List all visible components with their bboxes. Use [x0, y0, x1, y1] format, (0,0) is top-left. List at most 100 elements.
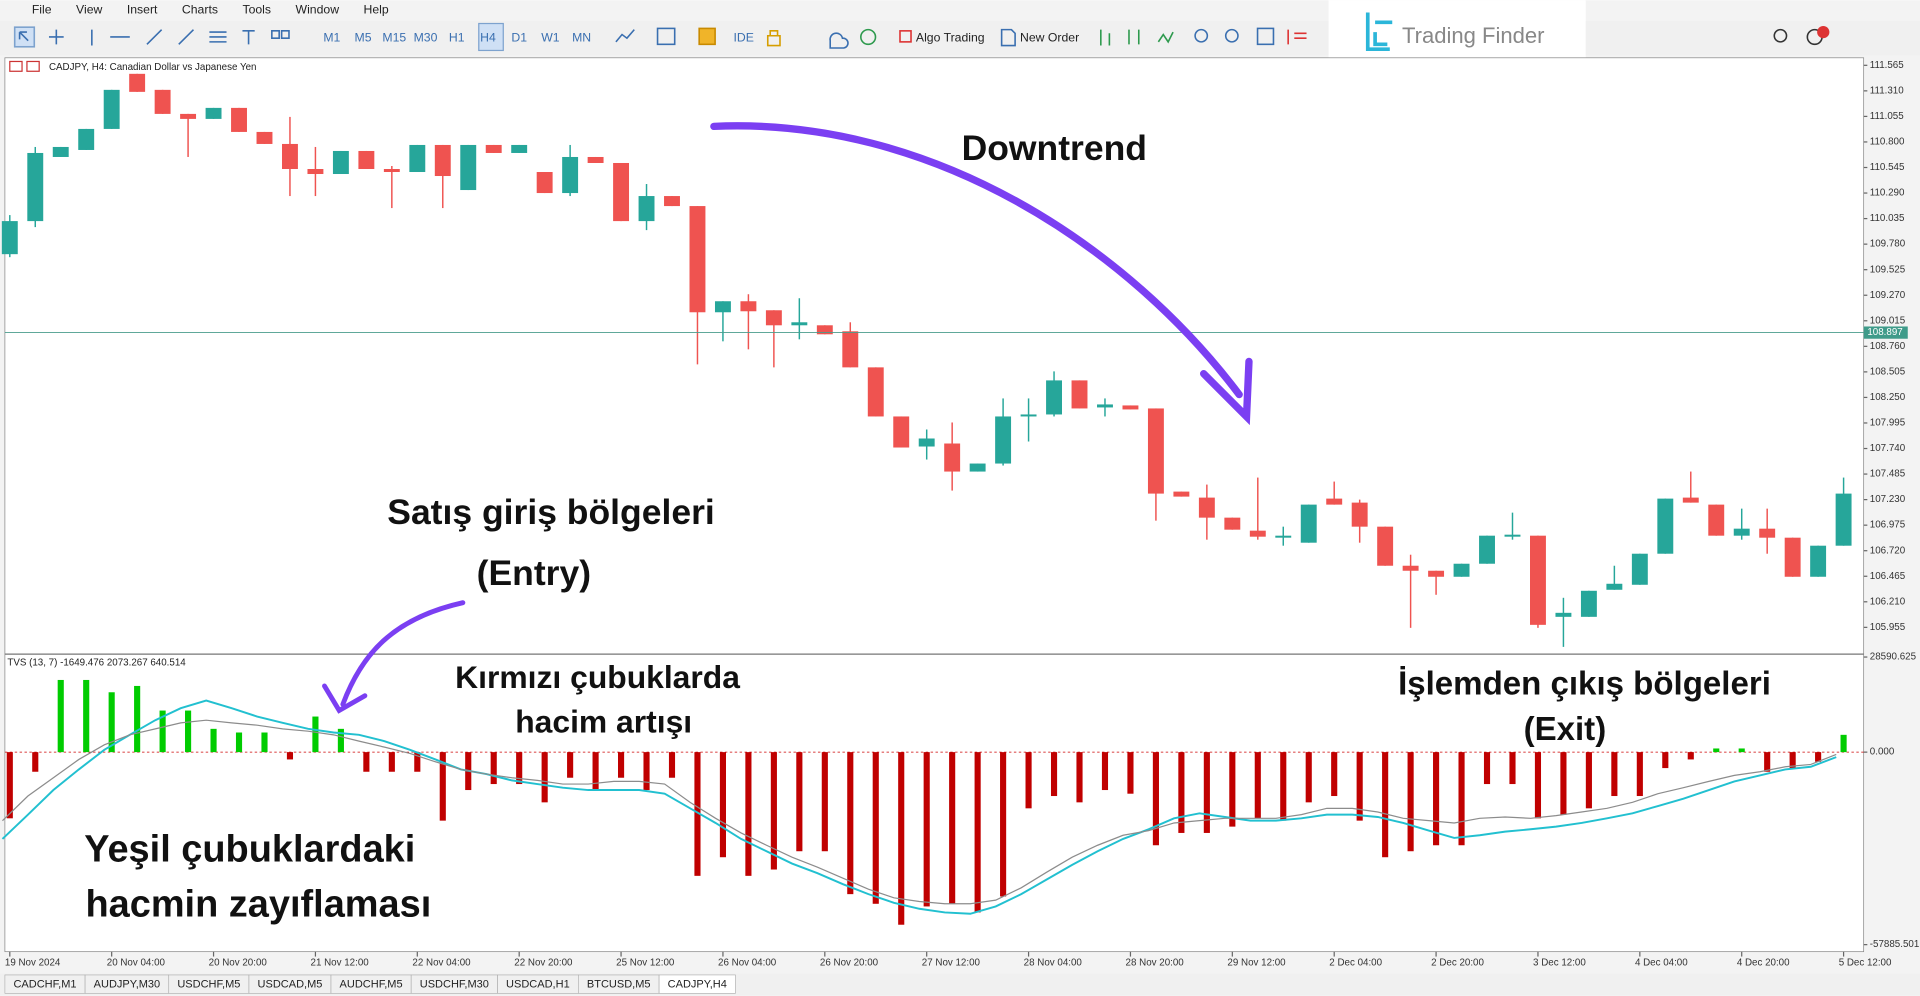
timeframe[interactable]: M5: [355, 30, 372, 44]
menu-item[interactable]: File: [32, 2, 52, 16]
volume-bar: [898, 752, 905, 925]
volume-bar: [1483, 752, 1491, 785]
timeframe[interactable]: W1: [541, 30, 560, 44]
candle-body: [918, 438, 935, 447]
logo-text: Trading Finder: [1402, 23, 1544, 48]
timeframe[interactable]: M1: [323, 30, 340, 44]
signal-line: [1, 699, 1837, 915]
signal[interactable]: [860, 28, 877, 46]
y-tick-label: 111.055: [1870, 111, 1904, 122]
logo-mark: [1365, 12, 1393, 52]
x-tick-label: 2 Dec 04:00: [1329, 957, 1382, 968]
candle-body: [1453, 563, 1470, 577]
cloud[interactable]: [829, 32, 849, 49]
timeframe[interactable]: H1: [449, 30, 465, 44]
volume-bar: [134, 685, 141, 753]
y-tick-label: 106.465: [1870, 571, 1906, 582]
annotation: hacmin zayıflaması: [85, 883, 431, 925]
logo-box: [1328, 0, 1586, 68]
candle-body: [893, 416, 910, 448]
y-tick-label: 108.760: [1870, 341, 1906, 352]
candle-body: [154, 89, 171, 114]
volume-bar: [1025, 752, 1032, 809]
draw-tools[interactable]: [91, 29, 290, 46]
volume-bar: [1815, 752, 1822, 762]
y-tick-label: 105.955: [1870, 622, 1906, 633]
x-tick-label: 3 Dec 12:00: [1533, 957, 1586, 968]
volume-bar: [1127, 752, 1134, 794]
arrow-head: [322, 683, 368, 714]
tab-label[interactable]: CADJPY,H4: [668, 979, 727, 991]
volume-bar: [490, 752, 497, 785]
timeframe[interactable]: M30: [414, 30, 438, 44]
annotation: İşlemden çıkış bölgeleri: [1398, 666, 1771, 703]
menu-item[interactable]: Window: [296, 2, 340, 16]
candle-body: [78, 128, 95, 150]
menu-item[interactable]: Help: [364, 2, 389, 16]
tab-label[interactable]: USDCAD,M5: [258, 979, 323, 991]
tab-label[interactable]: BTCUSD,M5: [587, 979, 651, 991]
lock[interactable]: [766, 30, 781, 47]
profile[interactable]: [698, 27, 716, 46]
volume-bar: [1611, 752, 1618, 797]
template[interactable]: [656, 27, 676, 46]
candle-body: [944, 443, 961, 472]
chart-mode[interactable]: [1100, 29, 1174, 46]
tab-label[interactable]: USDCAD,H1: [506, 979, 570, 991]
volume-bar: [6, 752, 13, 819]
volume-bar: [821, 752, 828, 852]
volume-bar: [1331, 752, 1338, 797]
candle-body: [358, 150, 375, 170]
search[interactable]: [1773, 28, 1788, 43]
volume-bar: [1585, 752, 1592, 809]
tab-label[interactable]: AUDJPY,M30: [94, 979, 161, 991]
y-tick-label: 110.800: [1870, 137, 1905, 148]
tile[interactable]: [1256, 27, 1275, 46]
order-icon[interactable]: [1000, 28, 1016, 47]
candle-body: [103, 89, 120, 129]
ide-button[interactable]: IDE: [733, 30, 753, 44]
tab-label[interactable]: USDCHF,M5: [177, 979, 240, 991]
timeframe[interactable]: MN: [572, 30, 591, 44]
volume-bar: [1280, 752, 1287, 821]
candle-body: [1759, 528, 1776, 538]
timeframe[interactable]: D1: [511, 30, 527, 44]
candle-body: [1530, 535, 1546, 625]
candle-body: [1631, 553, 1648, 585]
candle-body: [1147, 408, 1164, 494]
candle-body: [129, 73, 146, 92]
timeframe[interactable]: H4: [480, 30, 496, 44]
tab-label[interactable]: AUDCHF,M5: [340, 979, 403, 991]
y-tick-label: 107.740: [1870, 443, 1906, 454]
x-tick-label: 25 Nov 12:00: [616, 957, 675, 968]
shift[interactable]: [1287, 29, 1307, 45]
y-tick-label: 107.485: [1870, 469, 1906, 480]
candle-body: [1275, 535, 1292, 538]
candle-body: [1580, 590, 1597, 617]
candle-body: [1504, 534, 1521, 537]
timeframe[interactable]: M15: [382, 30, 406, 44]
algo-button[interactable]: Algo Trading: [916, 30, 985, 44]
candle-body: [52, 146, 69, 157]
candle-body: [1377, 526, 1394, 566]
menu-item[interactable]: Tools: [242, 2, 271, 16]
algo-icon[interactable]: [899, 30, 912, 43]
volume-bar: [108, 692, 115, 753]
tab-label[interactable]: USDCHF,M30: [420, 979, 489, 991]
menu-item[interactable]: Insert: [127, 2, 158, 16]
zoom-in[interactable]: [1194, 28, 1209, 43]
candle-body: [511, 144, 528, 153]
zoom-out[interactable]: [1224, 28, 1239, 43]
candle-body: [180, 113, 197, 119]
tab[interactable]: [658, 974, 736, 994]
order-button[interactable]: New Order: [1020, 30, 1079, 44]
menu-item[interactable]: View: [76, 2, 102, 16]
annotation: hacim artışı: [515, 703, 692, 739]
entry-arrow: [340, 600, 466, 707]
menu-item[interactable]: Charts: [182, 2, 218, 16]
volume-bar: [668, 752, 676, 778]
tab-label[interactable]: CADCHF,M1: [13, 979, 76, 991]
crosshair-icon[interactable]: [48, 29, 64, 45]
chart-type[interactable]: [615, 29, 635, 43]
candle-body: [1835, 493, 1852, 546]
